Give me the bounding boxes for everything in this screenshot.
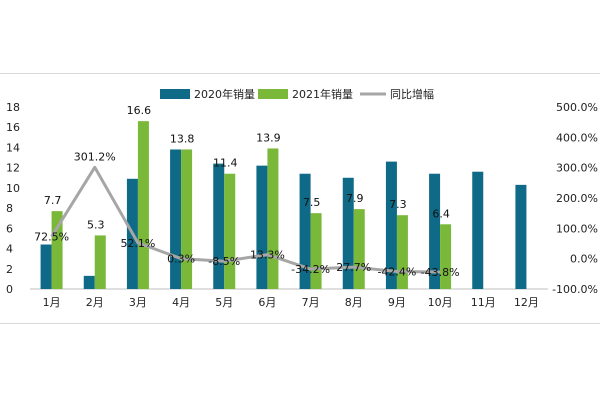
y-left-tick-label: 4 — [6, 243, 13, 256]
bar-2021-data-label: 7.9 — [346, 192, 364, 205]
x-tick-label: 8月 — [345, 296, 363, 309]
bar-2021-data-label: 11.4 — [213, 157, 238, 170]
y-right-tick-label: 0.0% — [570, 253, 598, 266]
y-left-tick-label: 2 — [6, 263, 13, 276]
bar-2021-2 — [94, 235, 106, 289]
legend-label-growth: 同比增幅 — [390, 87, 434, 101]
x-tick-label: 4月 — [172, 296, 190, 309]
bar-2021-data-label: 13.9 — [256, 131, 281, 144]
x-tick-label: 9月 — [388, 296, 406, 309]
growth-data-label: 72.5% — [34, 231, 69, 244]
y-left-tick-label: 18 — [6, 101, 20, 114]
growth-data-label: 0.3% — [167, 253, 195, 266]
bar-2020-5 — [213, 163, 225, 289]
y-right-tick-label: 300.0% — [556, 162, 598, 175]
growth-data-label: -34.2% — [291, 263, 330, 276]
bar-2021-6 — [267, 148, 279, 289]
legend-label-2021: 2021年销量 — [292, 87, 353, 101]
bar-2021-7 — [310, 213, 322, 289]
x-tick-label: 5月 — [215, 296, 233, 309]
bar-2021-8 — [353, 209, 365, 289]
x-tick-label: 7月 — [302, 296, 320, 309]
bar-2020-2 — [83, 275, 95, 289]
bar-2020-1 — [40, 244, 52, 289]
bar-2021-3 — [137, 121, 149, 290]
growth-rate-line — [50, 165, 441, 274]
bar-2020-10 — [429, 173, 441, 289]
bar-2021-data-label: 7.3 — [389, 198, 407, 211]
y-left-tick-label: 8 — [6, 202, 13, 215]
y-left-tick-label: 6 — [6, 222, 13, 235]
bar-2021-data-label: 7.7 — [44, 194, 62, 207]
x-tick-label: 12月 — [514, 296, 539, 309]
legend-label-2020: 2020年销量 — [194, 87, 255, 101]
frame-top-border — [0, 73, 600, 74]
y-left-tick-label: 14 — [6, 141, 20, 154]
x-tick-label: 11月 — [471, 296, 496, 309]
frame-bottom-border — [0, 323, 600, 324]
x-tick-label: 1月 — [43, 296, 61, 309]
y-right-tick-label: 100.0% — [556, 222, 598, 235]
bar-2021-10 — [440, 224, 452, 289]
y-right-tick-label: 400.0% — [556, 131, 598, 144]
legend-swatch-2021 — [258, 89, 288, 99]
bar-2021-data-label: 16.6 — [127, 104, 152, 117]
legend-swatch-2020 — [160, 89, 190, 99]
bar-2020-4 — [170, 149, 182, 289]
y-left-tick-label: 10 — [6, 182, 20, 195]
bar-2020-12 — [515, 184, 527, 289]
growth-data-label: 13.3% — [250, 249, 285, 262]
growth-data-label: -43.8% — [421, 266, 460, 279]
y-right-tick-label: 500.0% — [556, 101, 598, 114]
x-tick-label: 10月 — [428, 296, 453, 309]
bar-2021-data-label: 6.4 — [432, 207, 450, 220]
bar-2020-8 — [342, 177, 354, 289]
bar-2021-1 — [51, 211, 63, 289]
growth-data-label: 301.2% — [74, 150, 116, 163]
growth-data-label: -42.4% — [377, 266, 416, 279]
y-left-tick-label: 0 — [6, 283, 13, 296]
growth-data-label: 27.7% — [336, 261, 371, 274]
y-left-tick-label: 16 — [6, 121, 20, 134]
y-right-tick-label: 200.0% — [556, 192, 598, 205]
x-tick-label: 6月 — [258, 296, 276, 309]
bar-2021-data-label: 7.5 — [303, 196, 321, 209]
bar-2021-4 — [181, 149, 193, 289]
bar-2020-6 — [256, 165, 268, 289]
bar-2020-9 — [385, 161, 397, 289]
bar-2021-data-label: 13.8 — [170, 132, 195, 145]
x-tick-label: 2月 — [86, 296, 104, 309]
y-right-tick-label: -100.0% — [552, 283, 598, 296]
growth-data-label: -8.5% — [208, 255, 240, 268]
x-tick-label: 3月 — [129, 296, 147, 309]
bar-2021-data-label: 5.3 — [87, 218, 105, 231]
bar-2020-11 — [472, 171, 484, 289]
growth-data-label: 52.1% — [120, 237, 155, 250]
bar-2020-7 — [299, 173, 311, 289]
y-left-tick-label: 12 — [6, 162, 20, 175]
bar-2021-9 — [396, 215, 408, 289]
bar-2021-5 — [224, 173, 236, 289]
